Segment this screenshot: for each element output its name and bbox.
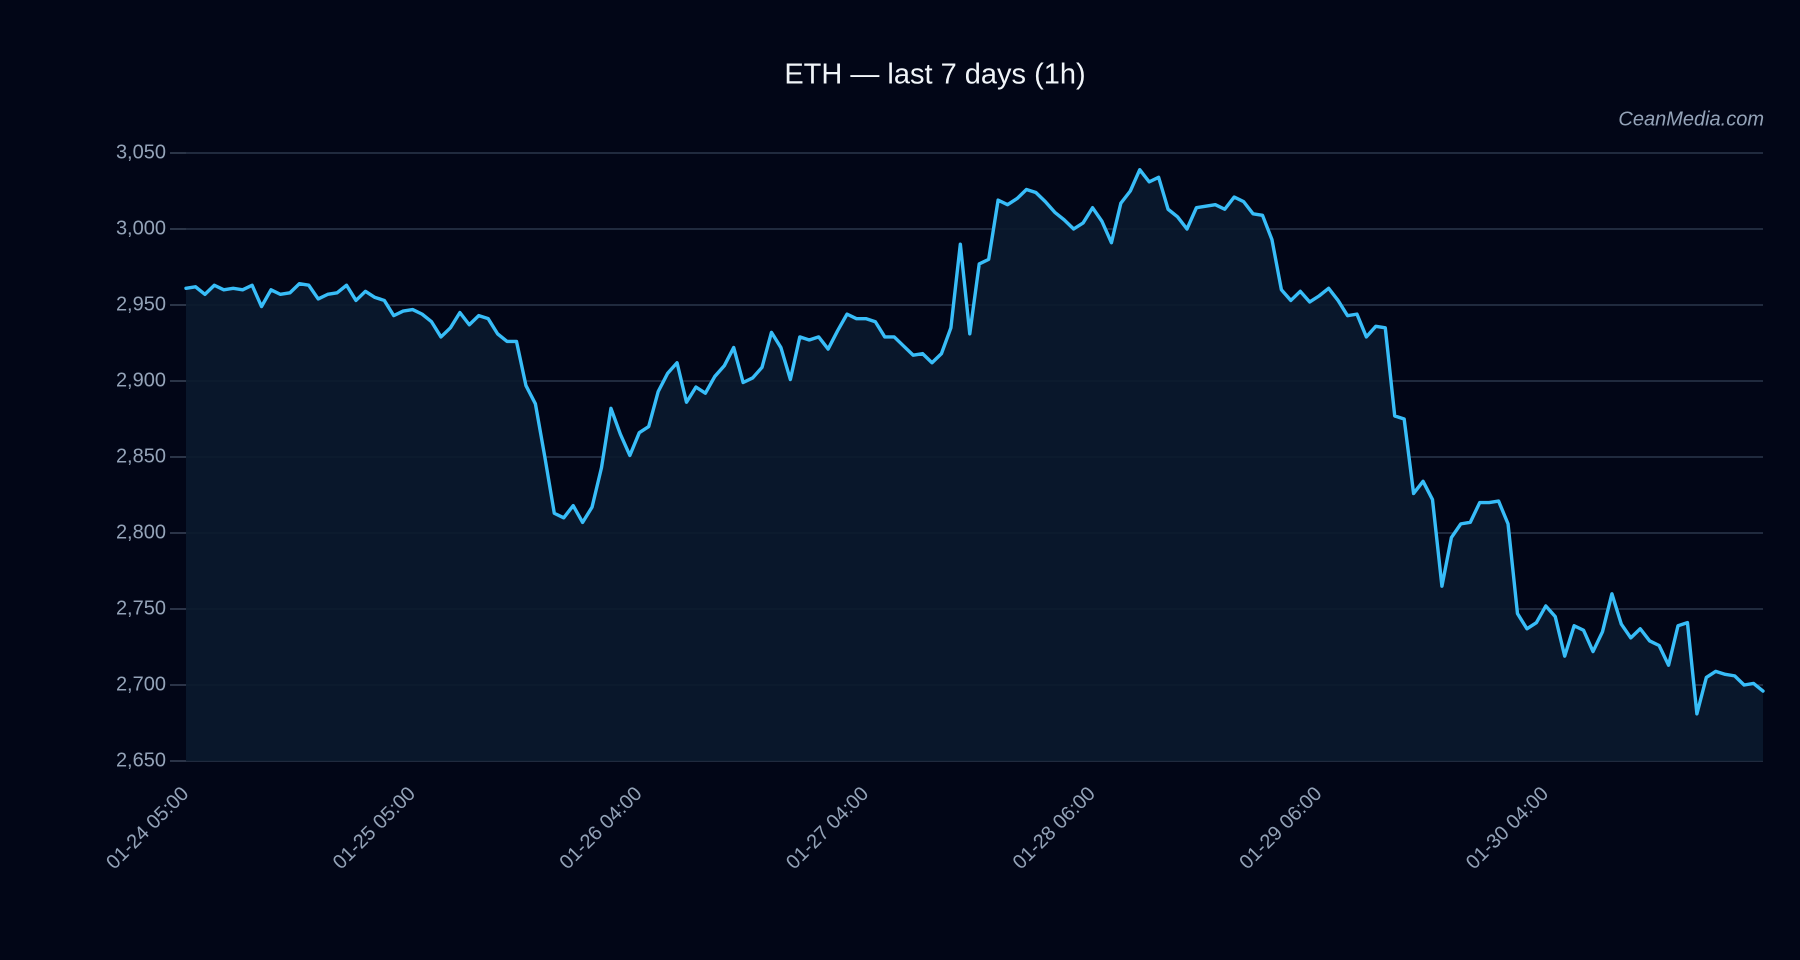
y-tick-label: 2,650 (116, 749, 166, 771)
price-line (184, 168, 1765, 716)
y-tick-label: 2,700 (116, 673, 166, 695)
y-tick-label: 2,750 (116, 597, 166, 619)
watermark: CeanMedia.com (1618, 108, 1764, 130)
area-fill (186, 169, 1763, 762)
y-tick-label: 2,800 (116, 521, 166, 543)
chart-title: ETH — last 7 days (1h) (784, 59, 1085, 91)
y-tick-label: 2,850 (116, 445, 166, 467)
y-tick-label: 2,900 (116, 369, 166, 391)
y-tick-label: 3,000 (116, 217, 166, 239)
y-tick-label: 3,050 (116, 141, 166, 163)
y-tick-label: 2,950 (116, 293, 166, 315)
